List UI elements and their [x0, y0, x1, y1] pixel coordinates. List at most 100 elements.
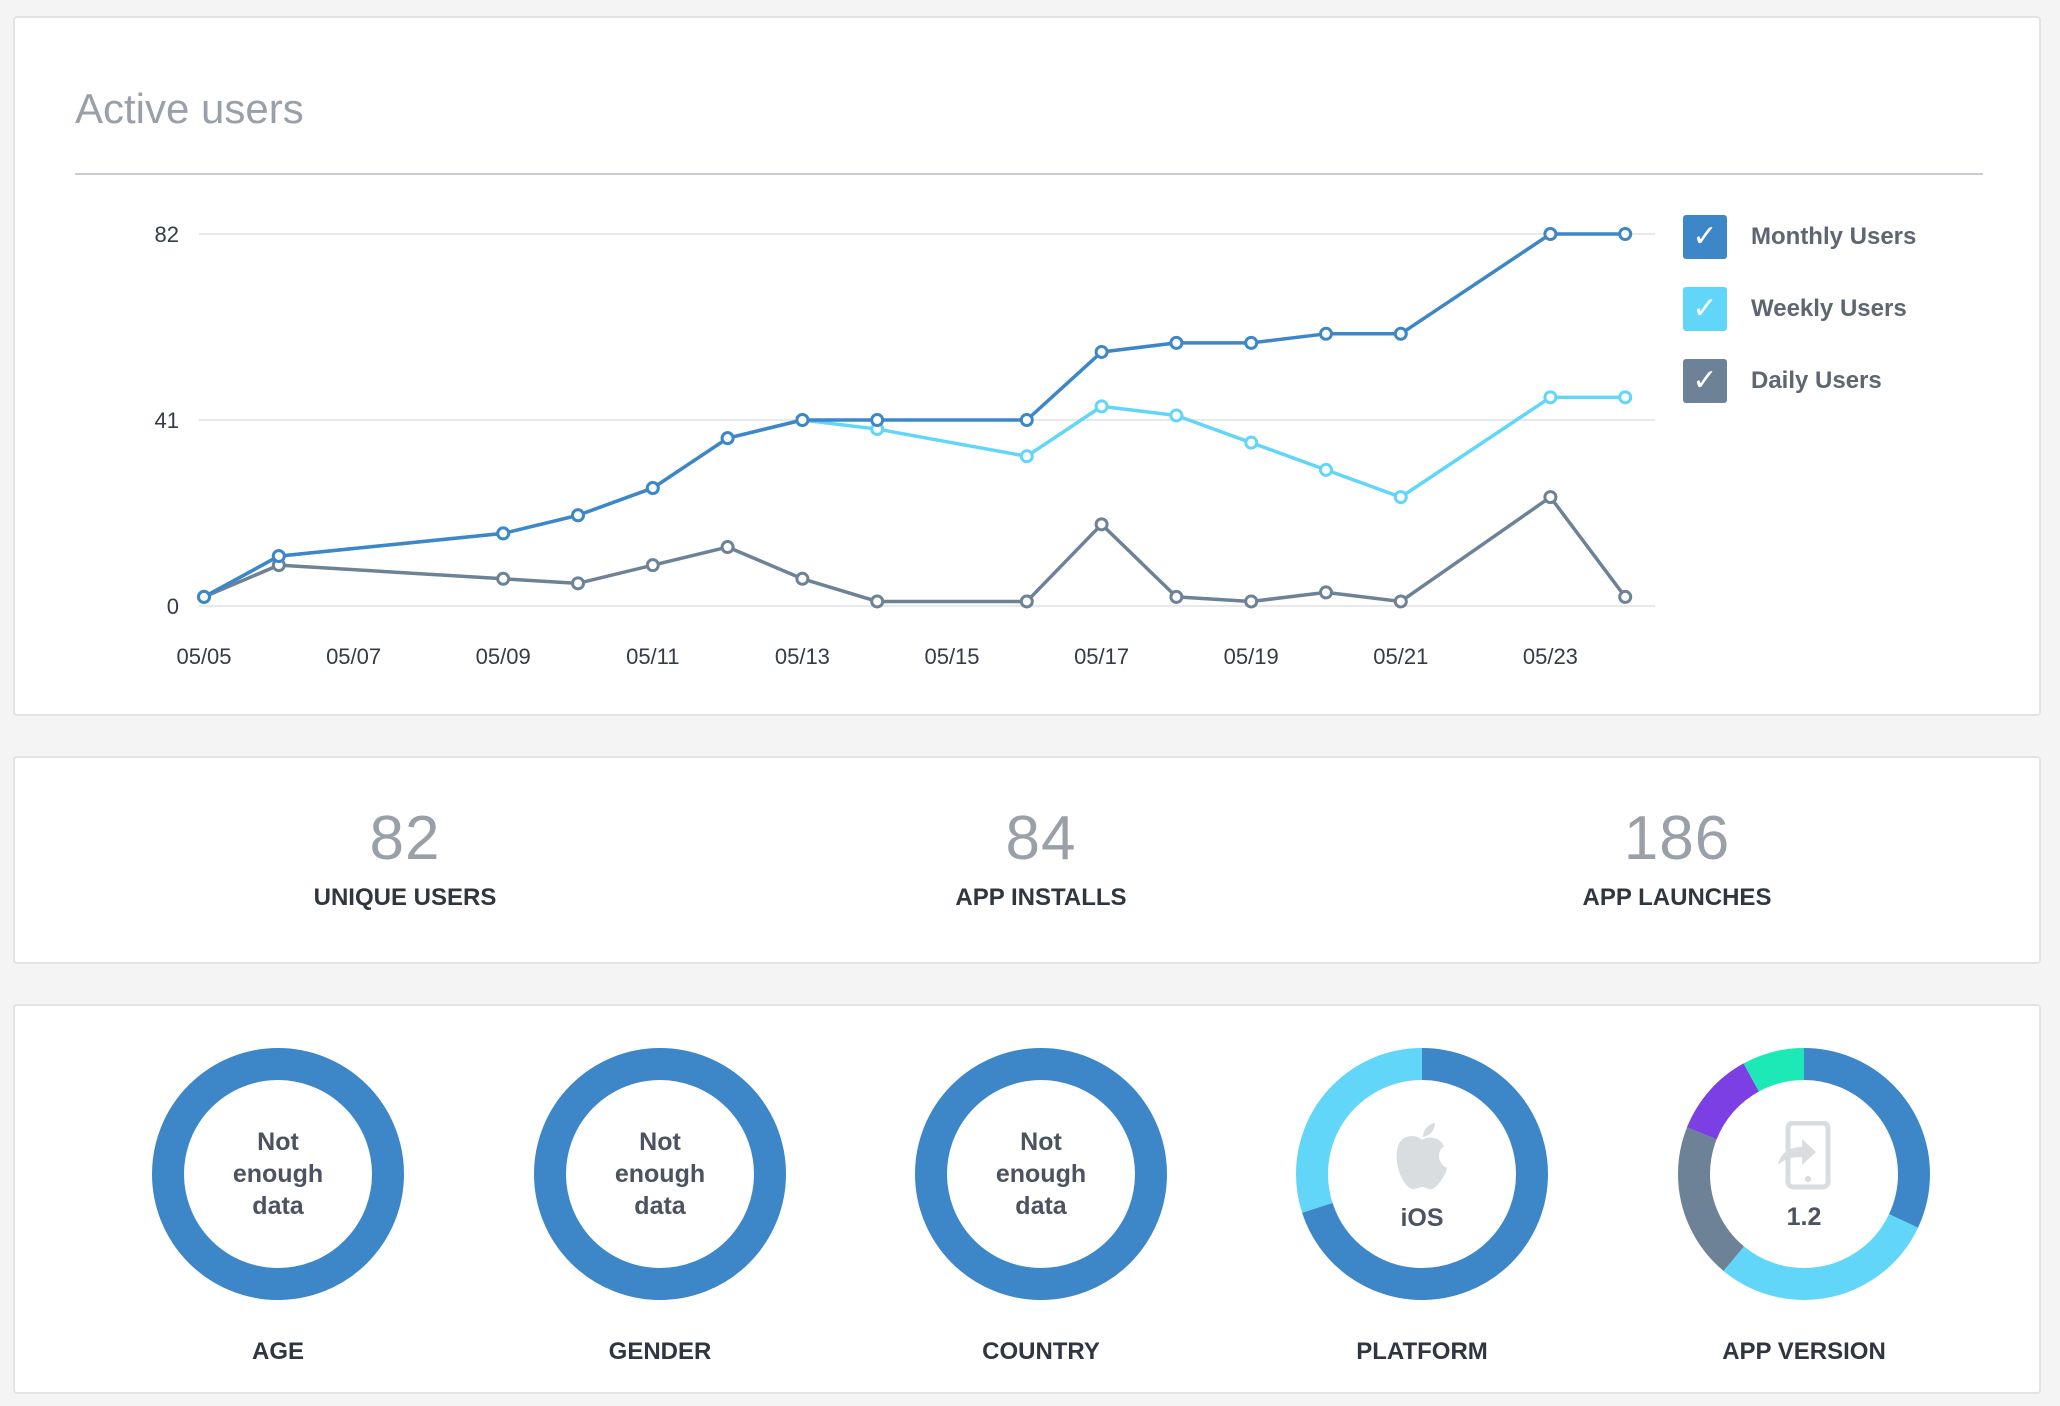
data-point-monthly-users	[1543, 227, 1558, 241]
donut-chart	[915, 1048, 1167, 1300]
stat-label: UNIQUE USERS	[313, 884, 497, 911]
donut-segment	[152, 1048, 404, 1300]
tablet-share-icon	[1778, 1121, 1831, 1190]
data-point-monthly-users	[1393, 326, 1408, 341]
data-point-monthly-users	[271, 549, 286, 564]
donut-chart	[1678, 1048, 1930, 1300]
data-point-weekly-users	[1169, 408, 1184, 423]
donut-app-version[interactable]: 1.2 APP VERSION	[1644, 1046, 1964, 1366]
donut-center-text: 1.2	[1786, 1203, 1822, 1231]
data-point-monthly-users	[645, 481, 660, 496]
legend-item-weekly-users[interactable]: ✓ Weekly Users	[1683, 286, 1916, 332]
donut-segment	[1678, 1048, 1930, 1300]
data-point-daily-users	[1169, 589, 1184, 604]
stat-unique-users: 82 UNIQUE USERS	[155, 808, 655, 912]
y-tick-label: 0	[167, 594, 179, 619]
donut-center: Not enough data	[118, 1046, 438, 1302]
x-tick-label: 05/19	[1224, 644, 1279, 669]
data-point-daily-users	[1019, 594, 1034, 609]
donut-center-text: Not enough data	[995, 1128, 1087, 1220]
data-point-daily-users	[571, 576, 585, 591]
data-point-monthly-users	[1094, 344, 1109, 359]
donut-center-text: iOS	[1400, 1204, 1444, 1232]
data-point-monthly-users	[571, 508, 585, 523]
series-line-monthly-users	[203, 232, 1626, 599]
summary-stats-card: 82 UNIQUE USERS 84 APP INSTALLS 186 APP …	[13, 756, 2041, 964]
x-tick-label: 05/15	[924, 644, 979, 669]
stat-app-installs: 84 APP INSTALLS	[791, 808, 1291, 912]
data-point-weekly-users	[1244, 435, 1259, 450]
x-tick-label: 05/11	[626, 644, 679, 669]
legend-label-monthly: Monthly Users	[1751, 223, 1917, 250]
y-tick-label: 82	[155, 222, 179, 247]
donut-age[interactable]: Not enough data AGE	[118, 1046, 438, 1366]
active-users-chart: 0 41 82 05/05 05/07 05/09 05/11 05/13 05/15 05/17…	[155, 222, 1655, 669]
data-point-monthly-users	[1019, 413, 1034, 427]
x-tick-label: 05/09	[476, 644, 531, 669]
stat-value: 84	[1005, 804, 1077, 873]
stat-label: APP INSTALLS	[955, 884, 1127, 911]
data-point-monthly-users	[197, 589, 211, 604]
donut-platform[interactable]: iOS PLATFORM	[1262, 1046, 1582, 1366]
stat-value: 186	[1623, 804, 1731, 873]
data-point-weekly-users	[1319, 462, 1333, 477]
donut-segment	[534, 1048, 786, 1300]
data-point-weekly-users	[1618, 390, 1633, 405]
check-icon: ✓	[1692, 292, 1718, 325]
stat-value: 82	[369, 804, 441, 873]
donut-chart	[534, 1048, 786, 1300]
legend-checkbox-weekly[interactable]: ✓	[1683, 287, 1727, 331]
donut-gender[interactable]: Not enough data GENDER	[500, 1046, 820, 1366]
x-tick-label: 05/23	[1523, 644, 1578, 669]
donut-label: PLATFORM	[1356, 1338, 1488, 1365]
data-point-monthly-users	[795, 413, 810, 427]
data-point-daily-users	[1393, 594, 1408, 609]
series-line-daily-users	[203, 495, 1627, 604]
donut-segment	[1296, 1048, 1548, 1300]
data-point-monthly-users	[1319, 326, 1333, 341]
data-point-weekly-users	[1393, 490, 1408, 505]
stat-label: APP LAUNCHES	[1582, 884, 1772, 911]
data-point-daily-users	[1543, 490, 1558, 505]
data-point-monthly-users	[870, 413, 885, 427]
data-point-weekly-users	[1019, 449, 1034, 464]
legend-checkbox-daily[interactable]: ✓	[1683, 359, 1727, 403]
check-icon: ✓	[1692, 220, 1718, 253]
x-tick-label: 05/07	[326, 644, 381, 669]
donut-country[interactable]: Not enough data COUNTRY	[881, 1046, 1201, 1366]
series-line-weekly-users	[203, 395, 1626, 599]
donut-chart	[1296, 1048, 1548, 1300]
demographics-card: Not enough data AGE Not enough data GEND…	[13, 1004, 2041, 1394]
data-point-daily-users	[1618, 589, 1633, 604]
donut-segment	[915, 1048, 1167, 1300]
data-point-monthly-users	[1169, 335, 1184, 350]
donut-label: GENDER	[608, 1338, 712, 1365]
y-tick-label: 41	[155, 408, 179, 433]
data-point-daily-users	[1319, 585, 1333, 600]
x-tick-label: 05/05	[176, 644, 231, 669]
legend-item-daily-users[interactable]: ✓ Daily Users	[1683, 358, 1916, 404]
legend-checkbox-monthly[interactable]: ✓	[1683, 215, 1727, 259]
data-point-weekly-users	[1543, 390, 1558, 405]
data-point-weekly-users	[1094, 399, 1109, 414]
data-point-daily-users	[795, 571, 810, 586]
legend-label-weekly: Weekly Users	[1751, 295, 1907, 322]
donut-center: 1.2	[1644, 1046, 1964, 1302]
data-point-daily-users	[645, 558, 660, 573]
donut-center: Not enough data	[500, 1046, 820, 1302]
donut-label: COUNTRY	[982, 1338, 1100, 1365]
donut-chart	[152, 1048, 404, 1300]
chart-legend: ✓ Monthly Users ✓ Weekly Users ✓ Daily U…	[1683, 214, 1916, 430]
donut-center: iOS	[1262, 1046, 1582, 1302]
x-tick-label: 05/13	[775, 644, 830, 669]
card-title: Active users	[75, 85, 304, 132]
donut-segment	[1678, 1048, 1930, 1300]
data-point-monthly-users	[1618, 227, 1633, 241]
legend-item-monthly-users[interactable]: ✓ Monthly Users	[1683, 214, 1916, 260]
donut-segment	[1678, 1048, 1930, 1300]
check-icon: ✓	[1692, 364, 1718, 397]
active-users-card: Active users 0 41 82 05/05 05/07 05/09 05/11 05…	[13, 16, 2041, 716]
data-point-daily-users	[1244, 594, 1259, 609]
stat-app-launches: 186 APP LAUNCHES	[1427, 808, 1927, 912]
donut-center-text: Not enough data	[614, 1128, 706, 1220]
